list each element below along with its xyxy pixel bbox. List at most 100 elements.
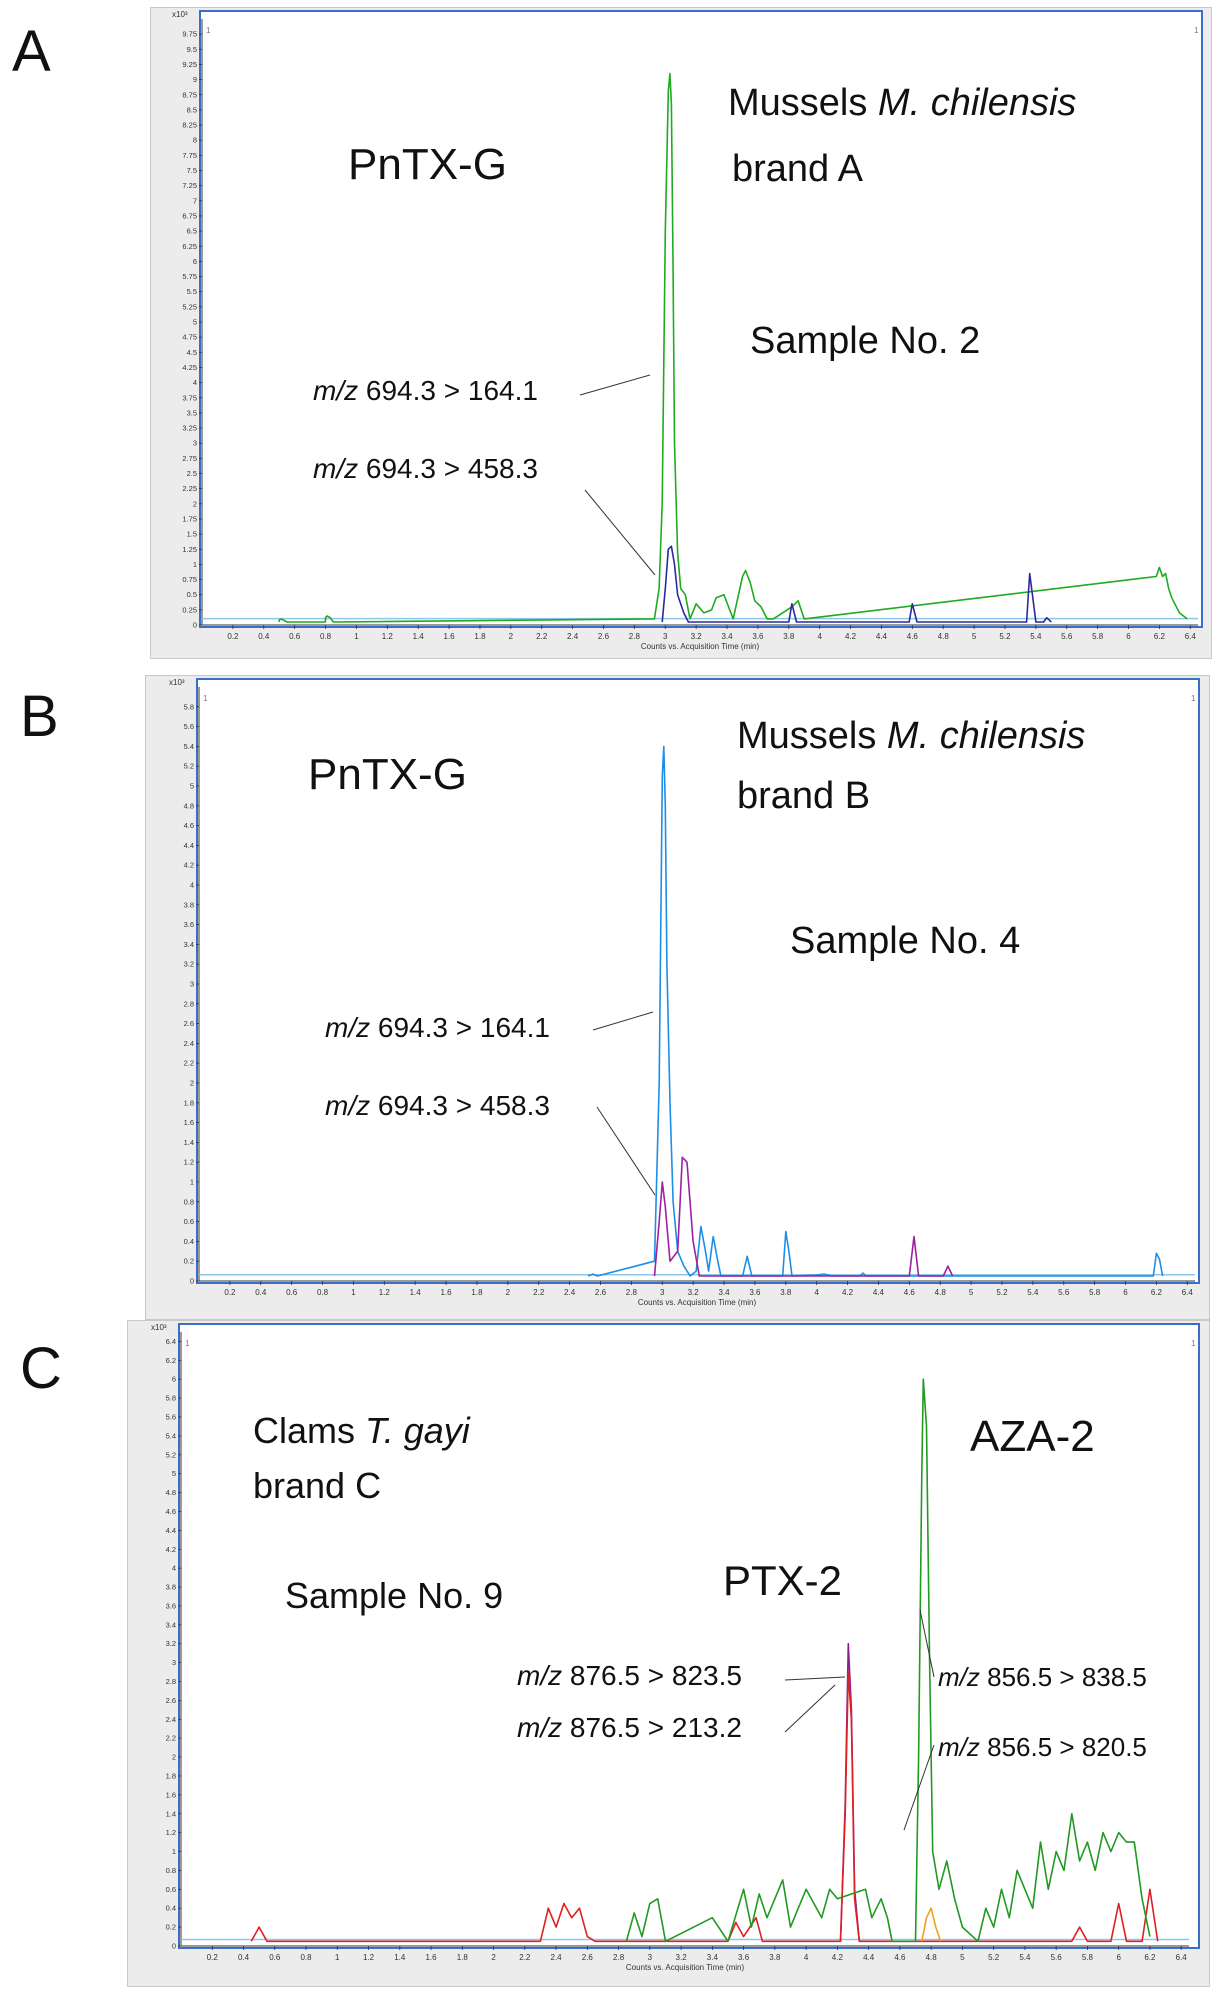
x-tick-label: 0.6 — [289, 632, 301, 641]
y-tick-label: 5.8 — [166, 1394, 176, 1403]
x-tick-label: 2.2 — [533, 1288, 545, 1297]
y-tick-label: 0 — [190, 1277, 194, 1286]
y-tick-label: 4.4 — [166, 1526, 176, 1535]
sample-label-c: Sample No. 9 — [285, 1575, 504, 1616]
y-tick-label: 9.25 — [182, 60, 197, 69]
y-tick-label: 6.5 — [187, 227, 197, 236]
panel-letter-b: B — [20, 684, 59, 749]
y-tick-label: 4.2 — [184, 861, 194, 870]
y-tick-label: 0.4 — [166, 1904, 176, 1913]
y-tick-label: 4.25 — [182, 363, 197, 372]
panel-letter-c: C — [20, 1336, 62, 1401]
y-tick-label: 1.75 — [182, 514, 197, 523]
transition-label-a-1: m/z 694.3 > 164.1 — [313, 375, 538, 406]
y-tick-label: 9.5 — [187, 45, 197, 54]
x-tick-label: 4.8 — [938, 632, 950, 641]
y-tick-label: 5.6 — [184, 722, 194, 731]
x-tick-label: 3.2 — [691, 632, 703, 641]
y-tick-label: 3 — [190, 980, 194, 989]
x-tick-label: 2.4 — [551, 1953, 563, 1962]
y-tick-label: 3.6 — [184, 920, 194, 929]
y-tick-label: 2 — [190, 1079, 194, 1088]
y-tick-label: 7.5 — [187, 166, 197, 175]
x-tick-label: 3.4 — [721, 632, 733, 641]
x-axis-title: Counts vs. Acquisition Time (min) — [638, 1298, 757, 1307]
analyte-label-aza2: AZA-2 — [970, 1412, 1095, 1461]
x-tick-label: 3.8 — [780, 1288, 792, 1297]
x-tick-label: 5.6 — [1051, 1953, 1063, 1962]
transition-label-a-2: m/z 694.3 > 458.3 — [313, 453, 538, 484]
y-tick-label: 5.4 — [184, 742, 194, 751]
y-tick-label: 0.8 — [166, 1866, 176, 1875]
x-tick-label: 3.8 — [769, 1953, 781, 1962]
x-tick-label: 2.8 — [626, 1288, 638, 1297]
y-tick-label: 2 — [172, 1753, 176, 1762]
y-tick-label: 3.5 — [187, 408, 197, 417]
brand-label-a: brand A — [732, 148, 863, 190]
y-tick-label: 0.2 — [166, 1923, 176, 1932]
x-tick-label: 5.2 — [988, 1953, 1000, 1962]
x-tick-label: 0.2 — [207, 1953, 219, 1962]
series-trace-1 — [278, 72, 1188, 623]
x-tick-label: 1.6 — [441, 1288, 453, 1297]
x-tick-label: 1.8 — [474, 632, 486, 641]
y-tick-label: 6.75 — [182, 211, 197, 220]
x-tick-label: 5.6 — [1061, 632, 1073, 641]
y-tick-label: 0.4 — [184, 1237, 194, 1246]
y-tick-label: 4.6 — [166, 1507, 176, 1516]
plot-area — [199, 10, 1203, 628]
x-tick-label: 2 — [506, 1288, 511, 1297]
series-trace-3 — [625, 1378, 1151, 1943]
x-tick-label: 1.2 — [379, 1288, 391, 1297]
y-tick-label: 5.2 — [184, 762, 194, 771]
y-tick-label: 0.8 — [184, 1197, 194, 1206]
analyte-label-b: PnTX-G — [308, 750, 467, 799]
y-tick-label: 2.75 — [182, 454, 197, 463]
corner-marker: 1 — [1191, 1339, 1196, 1348]
x-tick-label: 4.8 — [926, 1953, 938, 1962]
y-tick-label: 3.25 — [182, 424, 197, 433]
y-tick-label: 8.75 — [182, 90, 197, 99]
x-tick-label: 4.8 — [935, 1288, 947, 1297]
x-tick-label: 5 — [969, 1288, 974, 1297]
x-tick-label: 6 — [1116, 1953, 1121, 1962]
x-tick-label: 4.4 — [876, 632, 888, 641]
transition-label-c-1: m/z 876.5 > 823.5 — [517, 1660, 742, 1691]
transition-label-b-1: m/z 694.3 > 164.1 — [325, 1012, 550, 1043]
x-tick-label: 4 — [814, 1288, 819, 1297]
y-tick-label: 1.6 — [166, 1790, 176, 1799]
corner-marker: 1 — [185, 1339, 190, 1348]
x-tick-label: 0.6 — [286, 1288, 298, 1297]
x-tick-label: 0.4 — [238, 1953, 250, 1962]
y-tick-label: 0.75 — [182, 575, 197, 584]
y-tick-label: 6.2 — [166, 1356, 176, 1365]
y-tick-label: 1.4 — [166, 1809, 176, 1818]
x-tick-label: 5 — [960, 1953, 965, 1962]
x-tick-label: 5.8 — [1082, 1953, 1094, 1962]
y-tick-label: 4.2 — [166, 1545, 176, 1554]
y-tick-label: 1.25 — [182, 545, 197, 554]
y-tick-label: 4.8 — [184, 801, 194, 810]
y-tick-label: 4 — [172, 1564, 176, 1573]
y-tick-label: 3.4 — [184, 940, 194, 949]
x-tick-label: 0.4 — [258, 632, 270, 641]
x-tick-label: 0.4 — [255, 1288, 267, 1297]
y-tick-label: 1.2 — [184, 1158, 194, 1167]
y-tick-label: 7 — [193, 196, 197, 205]
y-tick-label: 4 — [190, 881, 194, 890]
x-tick-label: 1.6 — [425, 1953, 437, 1962]
transition-label-c-3: m/z 856.5 > 838.5 — [938, 1662, 1147, 1692]
x-tick-label: 1.2 — [363, 1953, 375, 1962]
y-tick-label: 1.5 — [187, 530, 197, 539]
x-tick-label: 3.8 — [783, 632, 795, 641]
brand-label-b: brand B — [737, 775, 871, 817]
chromatogram-b: x10³ 0 0.2 0.4 0.6 0.8 1 1.2 1.4 1.6 1.8 2 2.2 2.4 2.6… — [169, 678, 1200, 1307]
y-tick-label: 5.5 — [187, 287, 197, 296]
corner-marker: 1 — [1194, 26, 1199, 35]
x-tick-label: 2.8 — [629, 632, 641, 641]
x-tick-label: 1 — [354, 632, 359, 641]
y-tick-label: 2.4 — [184, 1039, 194, 1048]
y-tick-label: 4.4 — [184, 841, 194, 850]
y-tick-label: 0.25 — [182, 605, 197, 614]
x-tick-label: 5.6 — [1058, 1288, 1070, 1297]
